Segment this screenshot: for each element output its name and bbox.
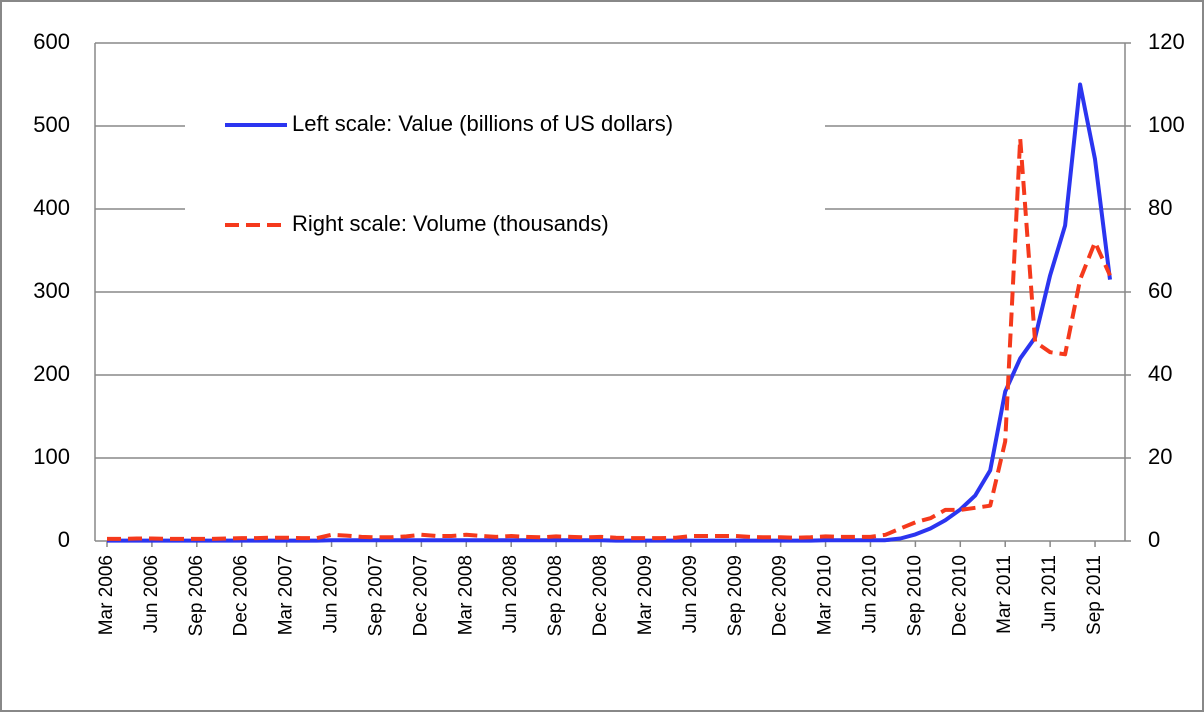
x-tick-label: Sep 2006 [186, 555, 207, 636]
y-tick-label: 500 [33, 112, 70, 137]
x-tick-label: Sep 2008 [545, 555, 566, 636]
y-tick-label: 400 [33, 195, 70, 220]
y2-tick-label: 60 [1148, 278, 1172, 303]
y-tick-label: 300 [33, 278, 70, 303]
x-tick-label: Jun 2006 [141, 555, 162, 633]
y-tick-label: 0 [58, 527, 70, 552]
y2-tick-label: 40 [1148, 361, 1172, 386]
x-tick-label: Sep 2007 [365, 555, 386, 636]
y2-tick-label: 120 [1148, 29, 1185, 54]
x-tick-label: Jun 2011 [1039, 555, 1060, 632]
y2-tick-label: 20 [1148, 444, 1172, 469]
x-tick-label: Jun 2010 [859, 555, 880, 633]
series-line [107, 136, 1112, 541]
x-tick-label: Dec 2007 [410, 555, 431, 636]
x-tick-label: Sep 2009 [725, 555, 746, 636]
series-line [107, 82, 1112, 543]
x-tick-label: Dec 2010 [949, 555, 970, 636]
y-tick-label: 100 [33, 444, 70, 469]
x-tick-label: Mar 2006 [96, 555, 117, 635]
y-tick-label: 600 [33, 29, 70, 54]
y2-tick-label: 100 [1148, 112, 1185, 137]
x-tick-label: Dec 2009 [770, 555, 791, 636]
x-tick-label: Mar 2010 [815, 555, 836, 635]
x-tick-label: Jun 2009 [680, 555, 701, 633]
x-tick-label: Dec 2008 [590, 555, 611, 636]
x-tick-label: Sep 2010 [904, 555, 925, 636]
x-tick-label: Mar 2009 [635, 555, 656, 635]
legend-box [185, 95, 825, 255]
x-tick-label: Sep 2011 [1084, 555, 1105, 635]
x-tick-label: Jun 2008 [500, 555, 521, 633]
y-tick-label: 200 [33, 361, 70, 386]
x-tick-label: Mar 2007 [276, 555, 297, 635]
y2-tick-label: 80 [1148, 195, 1172, 220]
legend-label: Left scale: Value (billions of US dollar… [292, 111, 673, 136]
x-tick-label: Mar 2008 [455, 555, 476, 635]
y2-tick-label: 0 [1148, 527, 1160, 552]
x-tick-label: Dec 2006 [231, 555, 252, 636]
legend-label: Right scale: Volume (thousands) [292, 211, 609, 236]
x-tick-label: Mar 2011 [994, 555, 1015, 634]
x-tick-label: Jun 2007 [321, 555, 342, 633]
